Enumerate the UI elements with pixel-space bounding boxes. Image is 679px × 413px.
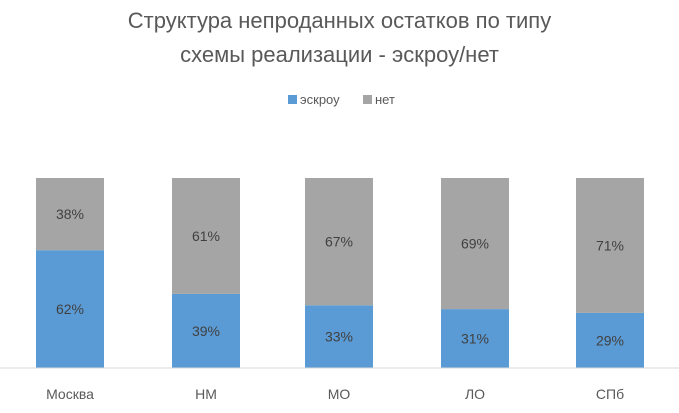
bar-escrow-lo xyxy=(441,309,509,368)
data-label-escrow-moskva: 62% xyxy=(56,301,84,317)
x-tick-label-spb: СПб xyxy=(596,386,624,402)
data-label-escrow-spb: 29% xyxy=(596,332,624,348)
data-label-no-moskva: 38% xyxy=(56,206,84,222)
x-tick-label-lo: ЛО xyxy=(465,386,485,402)
bar-escrow-nm xyxy=(172,293,240,368)
x-tick-label-moskva: Москва xyxy=(46,386,94,402)
x-tick-label-mo: МО xyxy=(328,386,351,402)
chart-title-line-2: схемы реализации - эскроу/нет xyxy=(180,42,499,67)
legend: эскроу нет xyxy=(288,92,395,107)
legend-label-no: нет xyxy=(375,92,395,107)
bar-no-moskva xyxy=(36,178,104,251)
plot-area: 62% 38% Москва 39% 61% НМ 33% 67% МО 31% 69% ЛО 29% 7… xyxy=(36,178,644,402)
bar-no-nm xyxy=(172,178,240,294)
data-label-no-mo: 67% xyxy=(325,234,353,250)
data-label-no-nm: 61% xyxy=(192,228,220,244)
legend-label-escrow: эскроу xyxy=(300,92,340,107)
chart-title-line-1: Структура непроданных остатков по типу xyxy=(128,8,551,33)
bar-no-lo xyxy=(441,178,509,310)
data-label-escrow-nm: 39% xyxy=(192,323,220,339)
bar-no-spb xyxy=(576,178,644,313)
bar-escrow-mo xyxy=(305,305,373,368)
data-label-no-lo: 69% xyxy=(461,236,489,252)
data-label-escrow-mo: 33% xyxy=(325,329,353,345)
bar-no-mo xyxy=(305,178,373,306)
legend-swatch-escrow xyxy=(288,95,297,104)
legend-swatch-no xyxy=(363,95,372,104)
data-label-no-spb: 71% xyxy=(596,237,624,253)
data-label-escrow-lo: 31% xyxy=(461,331,489,347)
bar-escrow-spb xyxy=(576,312,644,368)
bar-escrow-moskva xyxy=(36,250,104,368)
x-tick-label-nm: НМ xyxy=(195,386,217,402)
